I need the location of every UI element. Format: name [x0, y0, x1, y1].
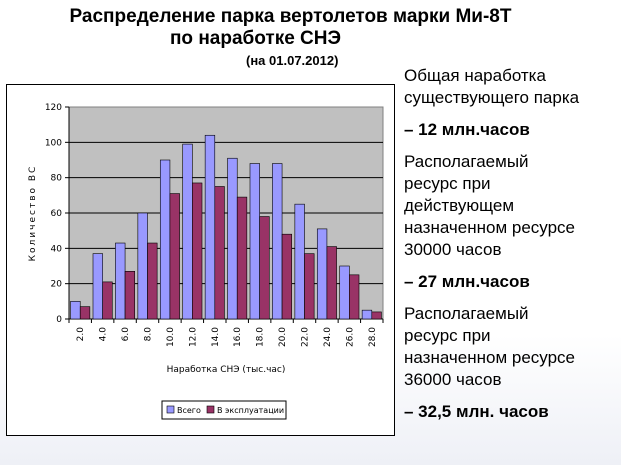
y-tick-label: 80 [51, 174, 63, 184]
summary-text: Располагаемый [404, 304, 529, 323]
summary-text: 36000 часов [404, 370, 502, 389]
legend-box [161, 400, 287, 420]
slide-title: Распределение парка вертолетов марки Ми-… [0, 6, 621, 50]
x-tick-label: 20.0 [278, 327, 288, 347]
summary-value: – 27 млн.часов [404, 272, 530, 291]
x-tick-label: 22.0 [301, 327, 311, 347]
x-tick-label: 8.0 [144, 327, 154, 342]
x-axis-label: Наработка СНЭ (тыс.час) [167, 365, 286, 375]
title-line-2: по наработке СНЭ [169, 28, 342, 49]
bar [124, 271, 136, 320]
bar [79, 306, 91, 320]
bar [182, 143, 193, 320]
y-tick-label: 60 [51, 209, 63, 219]
summary-text: назначенном ресурсе [404, 348, 575, 367]
bar [272, 163, 283, 320]
y-tick-label: 120 [45, 103, 62, 113]
x-tick-label: 4.0 [99, 327, 109, 342]
bar [115, 242, 126, 320]
bar [281, 233, 293, 320]
bar [249, 163, 260, 320]
x-tick-label: 6.0 [121, 327, 131, 342]
bar [236, 196, 248, 320]
summary-panel: Общая наработка существующего парка – 12… [404, 65, 619, 423]
y-axis-label: Количество ВС [28, 165, 38, 262]
legend-swatch [166, 405, 175, 414]
bar [204, 134, 216, 320]
summary-text: назначенном ресурсе [404, 218, 575, 237]
bar [339, 265, 350, 320]
x-tick-label: 12.0 [188, 327, 198, 347]
bar [147, 242, 158, 320]
summary-text: существующего парка [404, 88, 580, 107]
bar [137, 212, 148, 320]
bar-chart: 0 20 40 60 80 100 120 2.0 4.0 6.0 8.0 10.0 12.0 14.0 1… [28, 103, 384, 420]
x-tick-label: 14.0 [211, 327, 221, 347]
bar [294, 203, 305, 320]
x-tick-label: 10.0 [166, 327, 176, 347]
y-tick-label: 0 [56, 315, 62, 325]
x-tick-label: 2.0 [76, 327, 86, 342]
legend-label: Всего [177, 406, 201, 415]
y-tick-label: 20 [51, 280, 63, 290]
y-tick-label: 40 [51, 244, 63, 254]
bar [316, 228, 328, 320]
title-line-1: Распределение парка вертолетов марки Ми-… [69, 6, 512, 27]
summary-value: – 12 млн.часов [404, 120, 530, 139]
summary-text: ресурс при [404, 174, 491, 193]
x-tick-label: 24.0 [323, 327, 333, 347]
bar [349, 274, 360, 320]
summary-text: ресурс при [404, 326, 491, 345]
x-tick-label: 16.0 [233, 327, 243, 347]
y-tick-label: 100 [45, 138, 62, 148]
summary-text: Располагаемый [404, 152, 529, 171]
legend-label: В эксплуатации [217, 406, 284, 415]
x-tick-label: 28.0 [368, 327, 378, 347]
bar [304, 253, 315, 320]
date-subtitle: (на 01.07.2012) [246, 53, 339, 68]
legend-swatch [206, 405, 215, 414]
summary-value: – 32,5 млн. часов [404, 402, 549, 421]
bar [70, 301, 81, 320]
summary-text: Общая наработка [404, 66, 546, 85]
summary-text: 30000 часов [404, 240, 502, 259]
bar [371, 311, 382, 320]
x-tick-label: 26.0 [345, 327, 355, 347]
x-tick-label: 18.0 [256, 327, 266, 347]
bar [169, 193, 180, 320]
bar [92, 253, 103, 320]
bar [192, 182, 203, 320]
bar [361, 309, 373, 320]
bar [214, 186, 225, 320]
bar [159, 159, 171, 320]
bar [227, 157, 238, 320]
bar [326, 246, 337, 320]
bar [259, 216, 270, 320]
bar [102, 281, 113, 320]
summary-text: действующем [404, 196, 515, 215]
chart-frame: 0 20 40 60 80 100 120 2.0 4.0 6.0 8.0 10.0 12.0 14.0 1… [6, 84, 395, 436]
